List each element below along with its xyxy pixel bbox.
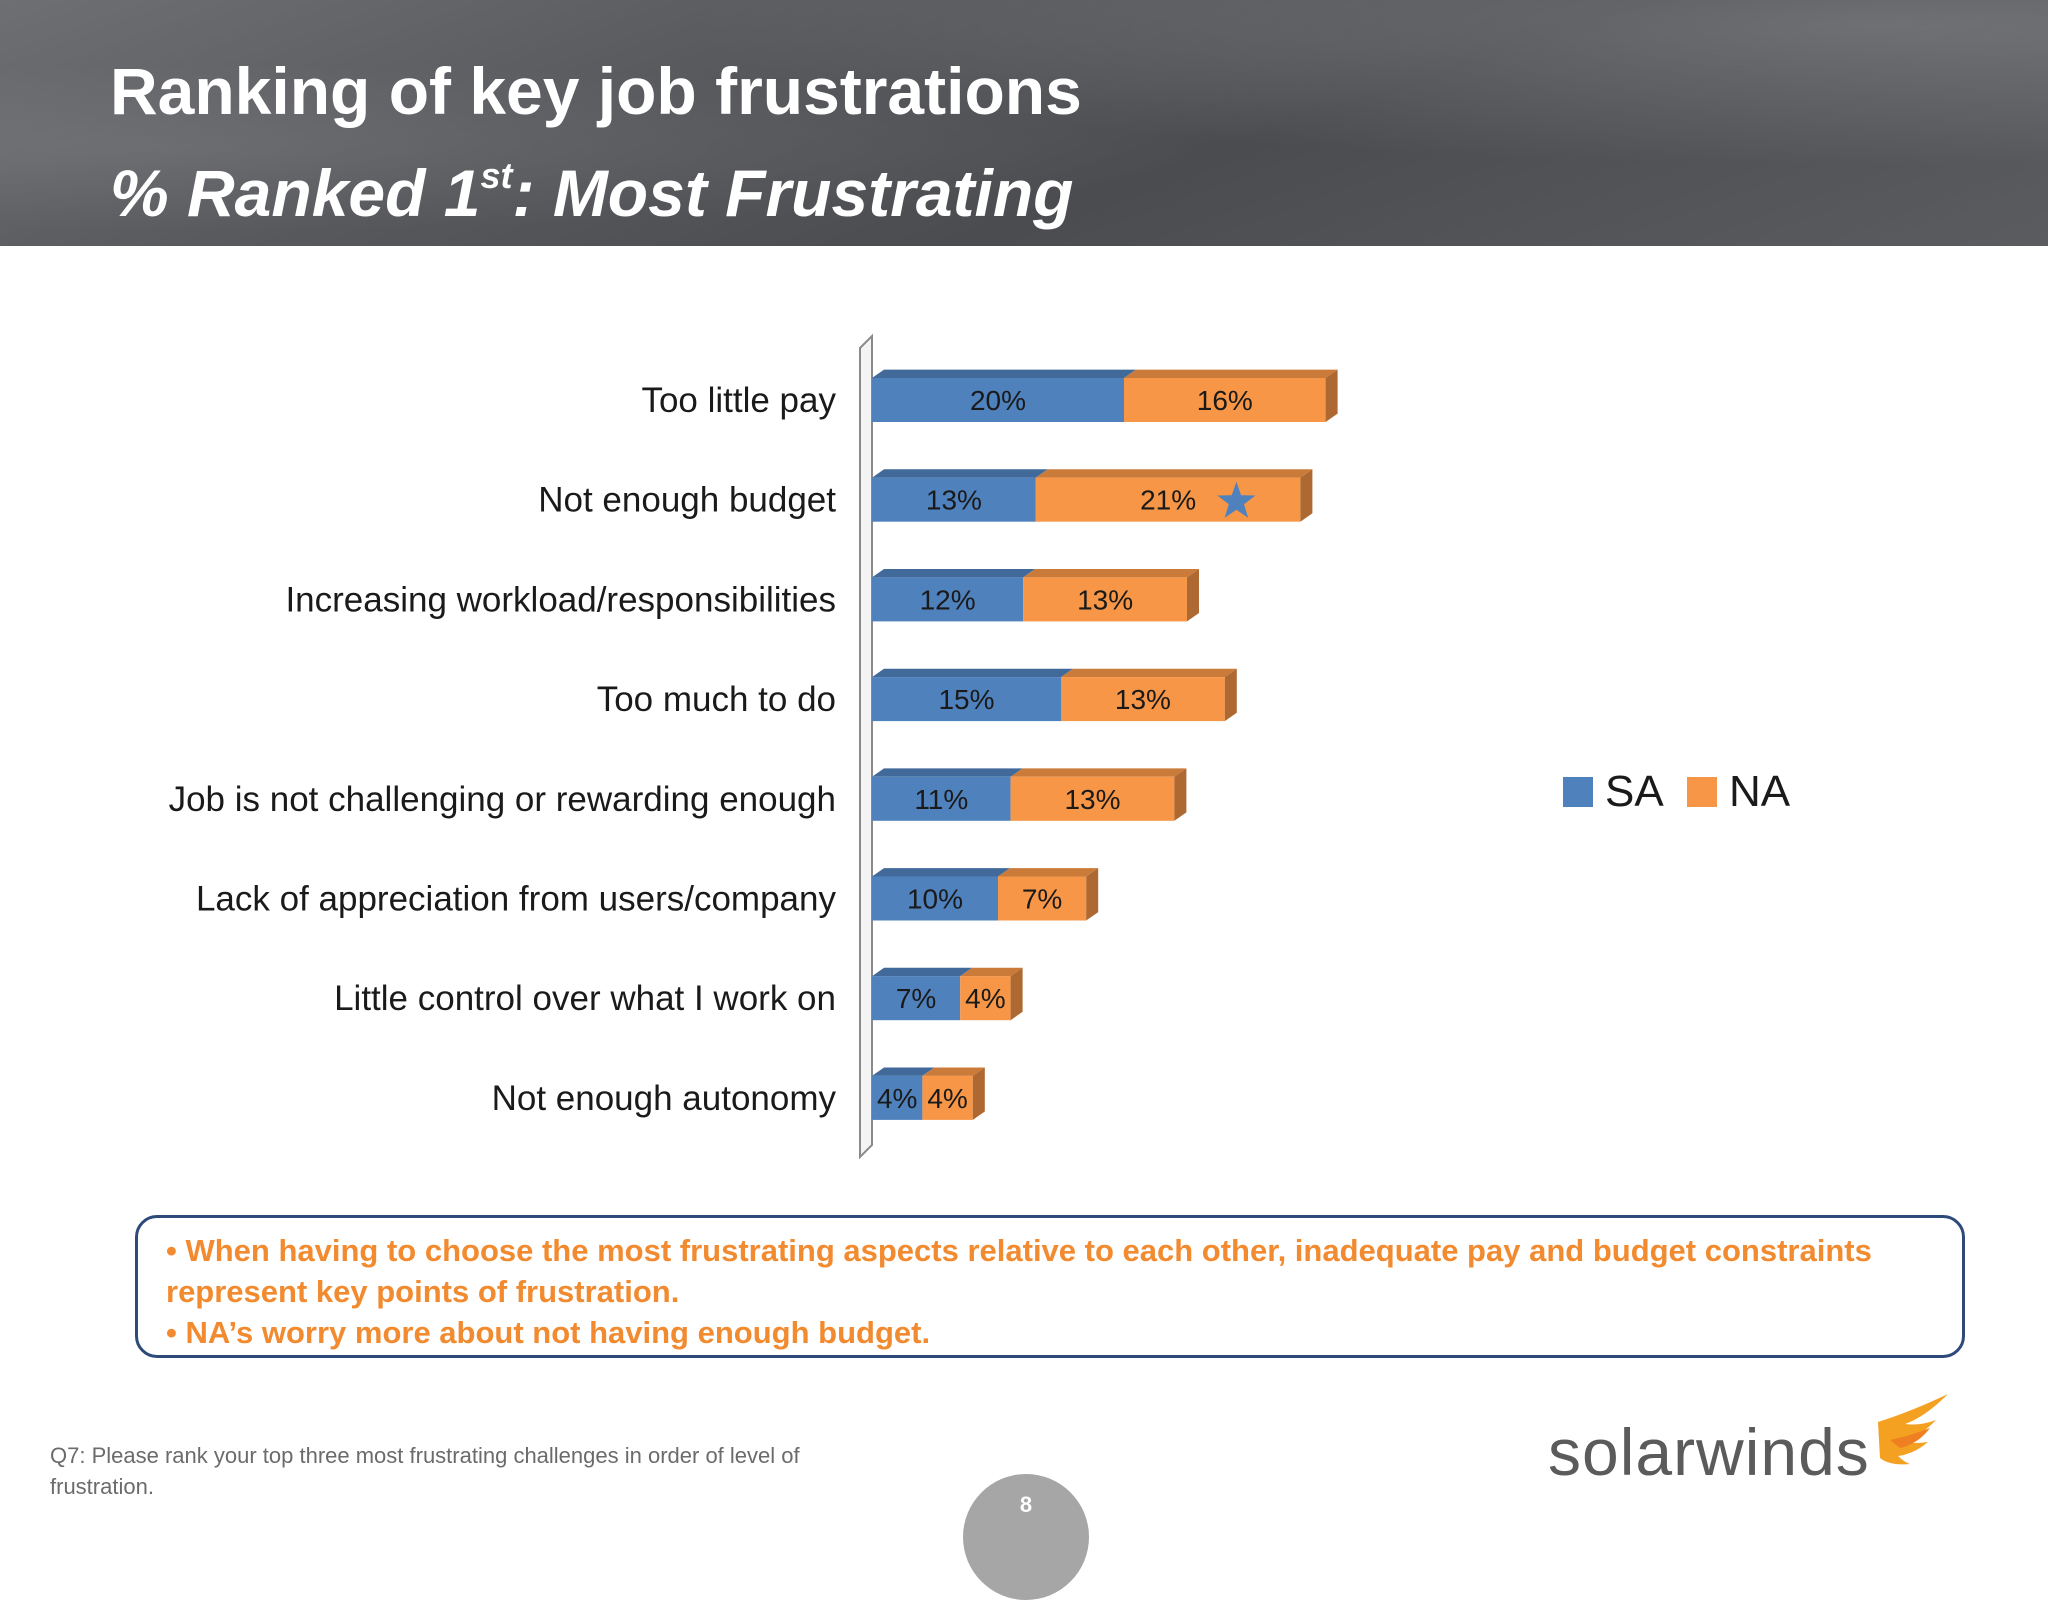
- bar-top-sa: [872, 369, 1136, 378]
- bar-side-na: [1187, 569, 1199, 622]
- legend-swatch-na: [1687, 777, 1717, 807]
- bar-top-sa: [872, 569, 1036, 578]
- logo-wordmark: solarwinds: [1548, 1415, 1870, 1489]
- bar-top-sa: [872, 668, 1073, 678]
- bar-top-na: [1010, 768, 1187, 777]
- bar-sa: [872, 378, 1124, 422]
- data-label-sa: 13%: [926, 485, 982, 516]
- subtitle-text-post: : Most Frustrating: [512, 156, 1074, 230]
- bar-top-na: [960, 967, 1023, 977]
- bar-top-sa: [872, 967, 973, 977]
- slide-header: Ranking of key job frustrations % Ranked…: [0, 0, 2048, 246]
- data-label-na: 13%: [1115, 684, 1171, 715]
- legend-label-na: NA: [1729, 767, 1791, 816]
- slide-title: Ranking of key job frustrations: [110, 54, 1082, 128]
- subtitle-superscript: st: [480, 155, 513, 196]
- bar-sa: [872, 577, 1024, 622]
- bar-side-na: [1086, 868, 1099, 921]
- axis-wall: [859, 333, 873, 1160]
- logo-flame-icon: [1878, 1394, 1948, 1465]
- bar-sa: [872, 776, 1011, 821]
- insight-point-1: • When having to choose the most frustra…: [166, 1233, 1872, 1309]
- data-label-sa: 7%: [896, 983, 936, 1014]
- solarwinds-logo: solarwinds: [1548, 1392, 1948, 1502]
- bar-side-na: [1010, 967, 1023, 1021]
- data-label-na: 7%: [1022, 884, 1062, 915]
- bar-top-na: [1035, 469, 1313, 478]
- data-label-na: 16%: [1197, 385, 1253, 416]
- data-label-sa: 12%: [920, 584, 976, 615]
- bar-side-na: [1224, 668, 1237, 722]
- bar-top-na: [1124, 369, 1338, 378]
- bar-na: [1061, 677, 1225, 722]
- bar-side-na: [1300, 469, 1313, 522]
- bar-na: [960, 976, 1011, 1021]
- insight-point-2: • NA’s worry more about not having enoug…: [166, 1315, 931, 1350]
- bar-top-na: [1061, 668, 1237, 678]
- bar-sa: [872, 477, 1036, 522]
- category-label: Not enough autonomy: [492, 1079, 837, 1118]
- data-label-sa: 15%: [938, 684, 994, 715]
- data-label-sa: 10%: [907, 884, 963, 915]
- bar-na: [1124, 378, 1326, 422]
- slide-subtitle: % Ranked 1st: Most Frustrating: [110, 158, 1073, 227]
- legend-item-sa: SA: [1563, 762, 1664, 822]
- data-label-sa: 20%: [970, 385, 1026, 416]
- category-label: Lack of appreciation from users/company: [196, 880, 837, 919]
- bar-top-na: [998, 868, 1099, 877]
- survey-question-footnote: Q7: Please rank your top three most frus…: [50, 1443, 800, 1499]
- data-label-na: 4%: [965, 983, 1005, 1014]
- category-label: Too little pay: [641, 381, 836, 420]
- bar-na: [998, 876, 1087, 921]
- bar-sa: [872, 876, 998, 921]
- legend-label-sa: SA: [1605, 767, 1664, 816]
- category-label: Too much to do: [597, 680, 836, 719]
- page-number-badge: 8: [963, 1474, 1089, 1600]
- subtitle-text-pre: % Ranked 1: [110, 156, 481, 230]
- data-label-na: 4%: [927, 1083, 967, 1114]
- category-label: Little control over what I work on: [334, 979, 836, 1018]
- bar-top-sa: [872, 768, 1023, 777]
- bar-na: [1010, 776, 1175, 821]
- bar-na: [922, 1075, 973, 1120]
- category-label: Job is not challenging or rewarding enou…: [169, 780, 836, 819]
- category-label: Increasing workload/responsibilities: [285, 580, 836, 619]
- bar-side-na: [1325, 369, 1338, 422]
- bar-top-sa: [872, 1067, 935, 1076]
- header-sheen: [0, 0, 2048, 246]
- bar-side-na: [972, 1067, 985, 1120]
- bar-sa: [872, 1075, 923, 1120]
- bar-side-na: [1174, 768, 1187, 821]
- bar-na: [1023, 577, 1187, 622]
- bar-na: [1035, 477, 1301, 522]
- category-label: Not enough budget: [538, 481, 836, 520]
- data-label-na: 13%: [1064, 784, 1120, 815]
- bar-top-sa: [872, 868, 1010, 877]
- data-label-na: 21%: [1140, 485, 1196, 516]
- data-label-sa: 4%: [877, 1083, 917, 1114]
- legend-item-na: NA: [1687, 762, 1790, 822]
- star-icon: [1217, 481, 1256, 518]
- data-label-na: 13%: [1077, 584, 1133, 615]
- bar-sa: [872, 976, 961, 1021]
- stacked-bar-chart: 20% 16% Too little pay 13% 21% Not enough bud…: [169, 333, 1338, 1160]
- page-number: 8: [1019, 1492, 1033, 1517]
- bar-top-na: [922, 1067, 985, 1076]
- data-label-sa: 11%: [914, 784, 968, 815]
- bar-sa: [872, 677, 1061, 722]
- bar-top-sa: [872, 469, 1048, 478]
- legend-swatch-sa: [1563, 777, 1593, 807]
- bar-top-na: [1023, 569, 1199, 578]
- insight-callout: • When having to choose the most frustra…: [135, 1215, 1965, 1358]
